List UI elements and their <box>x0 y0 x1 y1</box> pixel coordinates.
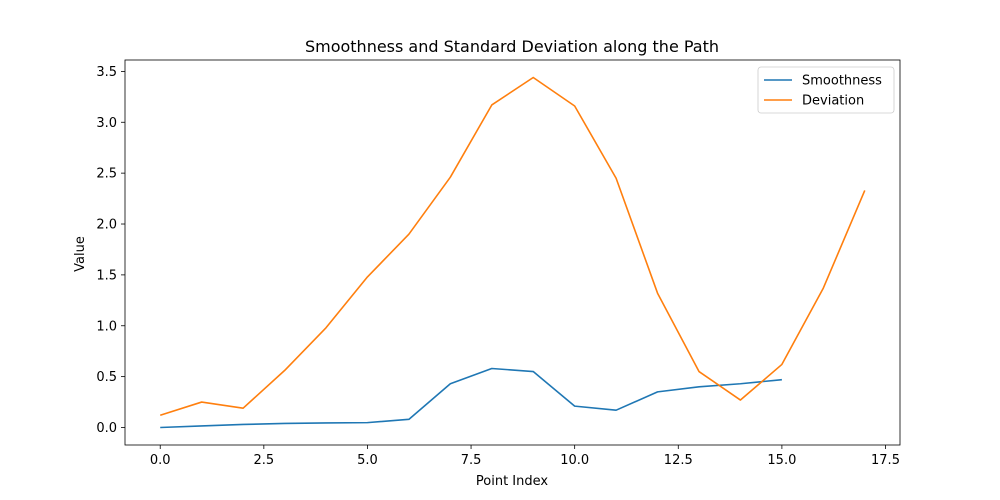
y-axis-ticks: 0.0 0.5 1.0 1.5 2.0 2.5 3.0 3.5 <box>96 65 125 436</box>
x-tick-label: 7.5 <box>461 453 482 468</box>
x-tick-label: 5.0 <box>357 453 378 468</box>
x-tick-label: 12.5 <box>664 453 693 468</box>
y-tick-label: 3.0 <box>96 116 117 131</box>
x-axis-label: Point Index <box>476 474 549 489</box>
y-tick-label: 2.0 <box>96 218 117 233</box>
plot-area <box>124 59 901 446</box>
x-tick-label: 0.0 <box>150 453 171 468</box>
x-tick-label: 15.0 <box>767 453 796 468</box>
series-layer <box>159 76 866 429</box>
y-tick-label: 2.5 <box>96 167 117 182</box>
y-tick-label: 3.5 <box>96 65 117 80</box>
y-tick-label: 1.5 <box>96 268 117 283</box>
legend-label-smoothness: Smoothness <box>802 74 882 89</box>
x-tick-label: 10.0 <box>560 453 589 468</box>
x-tick-label: 17.5 <box>871 453 900 468</box>
legend-box <box>757 66 895 114</box>
x-tick-label: 2.5 <box>253 453 274 468</box>
legend: Smoothness Deviation <box>757 66 895 114</box>
chart-title: Smoothness and Standard Deviation along … <box>305 37 719 56</box>
y-tick-label: 0.5 <box>96 370 117 385</box>
y-axis-label: Value <box>73 236 88 272</box>
y-tick-label: 1.0 <box>96 319 117 334</box>
y-tick-label: 0.0 <box>96 421 117 436</box>
series-line-smoothness <box>160 367 782 429</box>
legend-label-deviation: Deviation <box>802 94 864 109</box>
series-line-deviation <box>159 76 866 417</box>
x-axis-ticks: 0.0 2.5 5.0 7.5 10.0 12.5 15.0 17.5 <box>150 445 900 468</box>
plot-frame <box>124 59 901 446</box>
